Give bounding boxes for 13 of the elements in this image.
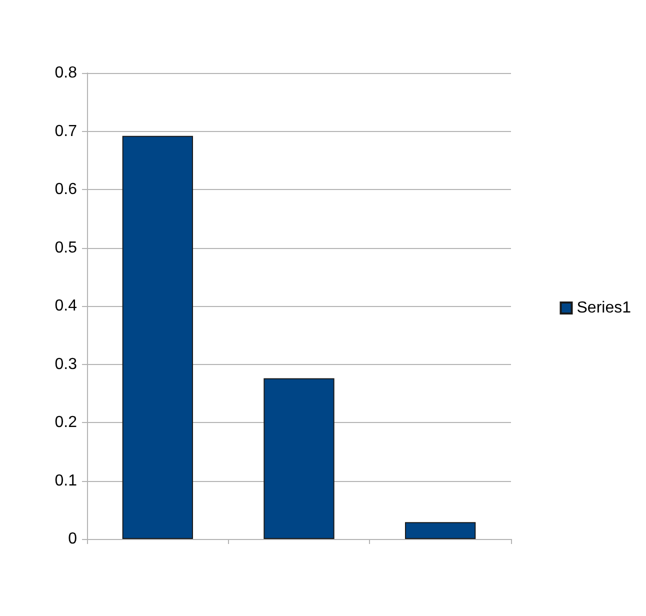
legend-label: Series1: [576, 300, 632, 316]
bar: [405, 522, 476, 539]
bar: [264, 378, 334, 539]
y-tick-label: 0.2: [54, 414, 78, 431]
y-tick-label: 0.5: [54, 239, 78, 256]
y-tick-label: 0.3: [54, 356, 78, 373]
y-tick-label: 0.1: [54, 472, 78, 490]
y-tick-label: 0.8: [54, 64, 78, 82]
y-tick-label: 0.7: [54, 122, 78, 140]
y-tick-label: 0.6: [54, 181, 78, 198]
y-tick-label: 0: [68, 530, 78, 548]
y-tick-label: 0.4: [54, 298, 78, 314]
bar: [122, 136, 193, 539]
